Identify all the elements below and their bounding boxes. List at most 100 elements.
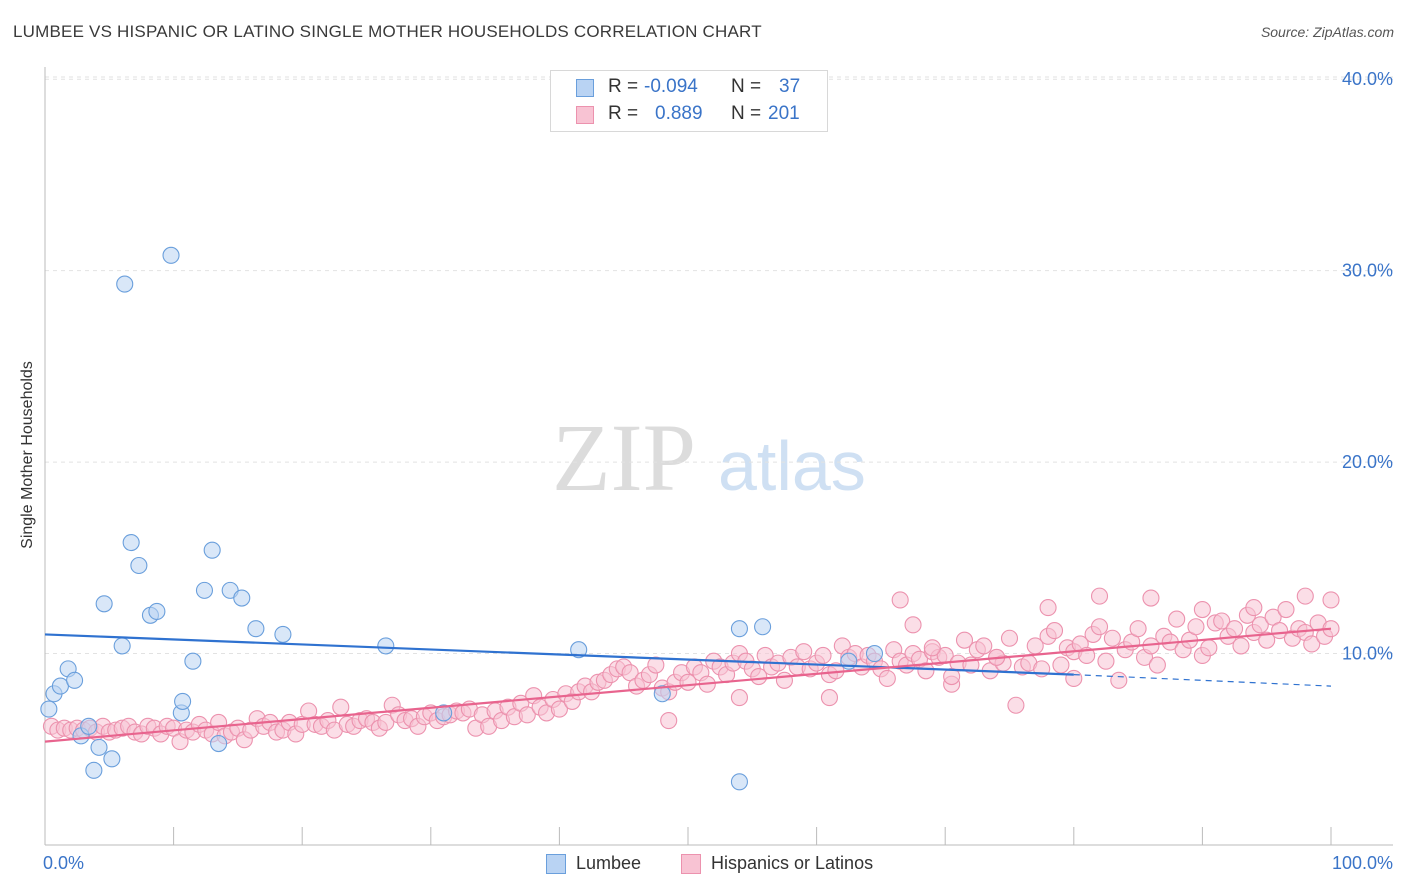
hispanic-point	[891, 591, 909, 609]
hispanic-point	[1039, 599, 1057, 617]
hispanic-point	[1129, 620, 1147, 638]
gridlines	[45, 76, 1393, 655]
lumbee-point	[195, 581, 214, 599]
lumbee-point	[174, 692, 192, 710]
lumbee-point	[113, 637, 131, 655]
lumbee-point	[148, 602, 166, 620]
lumbee-point	[95, 595, 113, 613]
x-tick-label: 100.0%	[1332, 853, 1393, 873]
lumbee-point	[435, 704, 453, 722]
hispanic-point	[1258, 631, 1276, 649]
watermark-atlas: atlas	[718, 427, 866, 505]
hispanic-point	[917, 662, 935, 680]
hispanic-point	[795, 643, 813, 661]
r-label: R =	[608, 103, 639, 124]
hispanic-point	[1045, 622, 1064, 640]
hispanic-point	[923, 639, 941, 657]
legend-row-hispanic: R = 0.889 N = 201	[551, 101, 827, 127]
hispanic-point	[550, 700, 568, 718]
hispanic-point	[1110, 671, 1128, 689]
lumbee-point	[203, 541, 221, 559]
lumbee-point	[570, 641, 588, 659]
lumbee-point	[85, 761, 103, 779]
lumbee-point	[730, 773, 748, 791]
lumbee-point	[274, 625, 292, 643]
y-tick-label: 30.0%	[1342, 261, 1393, 281]
correlation-legend: R = -0.094 N = 37 R = 0.889 N = 201	[550, 70, 828, 132]
source-label: Source: ZipAtlas.com	[1260, 24, 1394, 40]
hispanic-point	[814, 646, 832, 665]
hispanic-point	[904, 616, 922, 634]
lumbee-point	[730, 620, 748, 638]
hispanic-point	[1213, 612, 1231, 630]
hispanic-point	[1052, 656, 1070, 674]
hispanic-point	[647, 656, 665, 674]
x-tick-label: 0.0%	[43, 853, 84, 873]
y-tick-label: 10.0%	[1342, 644, 1393, 664]
hispanic-point	[1251, 616, 1269, 634]
hispanic-point	[1090, 618, 1109, 636]
tick-labels: 10.0% 20.0% 30.0% 40.0% 0.0% 100.0%	[43, 69, 1393, 873]
lumbee-trend-extension	[1073, 674, 1332, 687]
hispanic-point	[1322, 591, 1340, 609]
lumbee-point	[184, 652, 202, 670]
lumbee-point	[233, 589, 251, 607]
r-value-hispanic: 0.889	[655, 103, 703, 124]
lumbee-legend-swatch	[546, 854, 566, 874]
hispanic-point	[820, 689, 839, 707]
lumbee-swatch	[576, 79, 594, 97]
hispanic-point	[518, 706, 536, 724]
hispanic-point	[1097, 652, 1115, 670]
watermark-zip: ZIP	[552, 404, 696, 511]
lumbee-point	[377, 637, 395, 655]
hispanic-legend-label: Hispanics or Latinos	[711, 853, 874, 873]
lumbee-point	[162, 246, 180, 264]
hispanic-point	[1148, 656, 1166, 674]
hispanic-point	[1168, 610, 1186, 628]
hispanic-point	[1303, 635, 1321, 653]
lumbee-point	[103, 750, 121, 768]
hispanic-point	[750, 667, 768, 686]
hispanic-point	[660, 712, 678, 730]
hispanic-point	[1200, 639, 1218, 657]
hispanic-point	[1103, 629, 1121, 647]
hispanic-point	[1142, 589, 1160, 607]
lumbee-point	[247, 620, 265, 638]
hispanic-point	[975, 637, 993, 655]
hispanic-swatch	[576, 106, 594, 124]
hispanic-trend-line	[44, 627, 1332, 743]
lumbee-point	[865, 645, 884, 663]
r-label: R =	[608, 76, 639, 97]
hispanic-point	[1232, 637, 1250, 655]
hispanic-point	[1277, 600, 1295, 619]
n-label: N =	[731, 103, 762, 124]
hispanic-point	[1193, 600, 1211, 619]
y-tick-label: 20.0%	[1342, 452, 1393, 472]
n-label: N =	[731, 76, 762, 97]
hispanic-point	[1065, 669, 1083, 687]
lumbee-point	[66, 671, 84, 689]
hispanic-point	[1090, 587, 1109, 605]
hispanic-points	[42, 587, 1340, 751]
lumbee-point	[210, 734, 228, 753]
lumbee-point	[130, 556, 148, 575]
lumbee-points	[40, 246, 884, 791]
hispanic-point	[955, 631, 974, 649]
hispanic-point	[775, 671, 794, 689]
hispanic-point	[1245, 599, 1263, 617]
lumbee-point	[653, 685, 671, 703]
hispanic-point	[1226, 620, 1244, 638]
hispanic-point	[1187, 618, 1205, 636]
r-value-lumbee: -0.094	[644, 76, 698, 97]
lumbee-legend-label: Lumbee	[576, 853, 642, 873]
hispanic-point	[1296, 587, 1314, 605]
n-value-lumbee: 37	[779, 76, 801, 97]
lumbee-point	[80, 717, 98, 735]
hispanic-legend-swatch	[681, 854, 701, 874]
hispanic-point	[878, 669, 896, 687]
hispanic-point	[730, 689, 748, 707]
n-value-hispanic: 201	[768, 103, 800, 124]
lumbee-point	[116, 275, 134, 293]
lumbee-point	[90, 738, 108, 756]
hispanic-point	[332, 698, 350, 716]
